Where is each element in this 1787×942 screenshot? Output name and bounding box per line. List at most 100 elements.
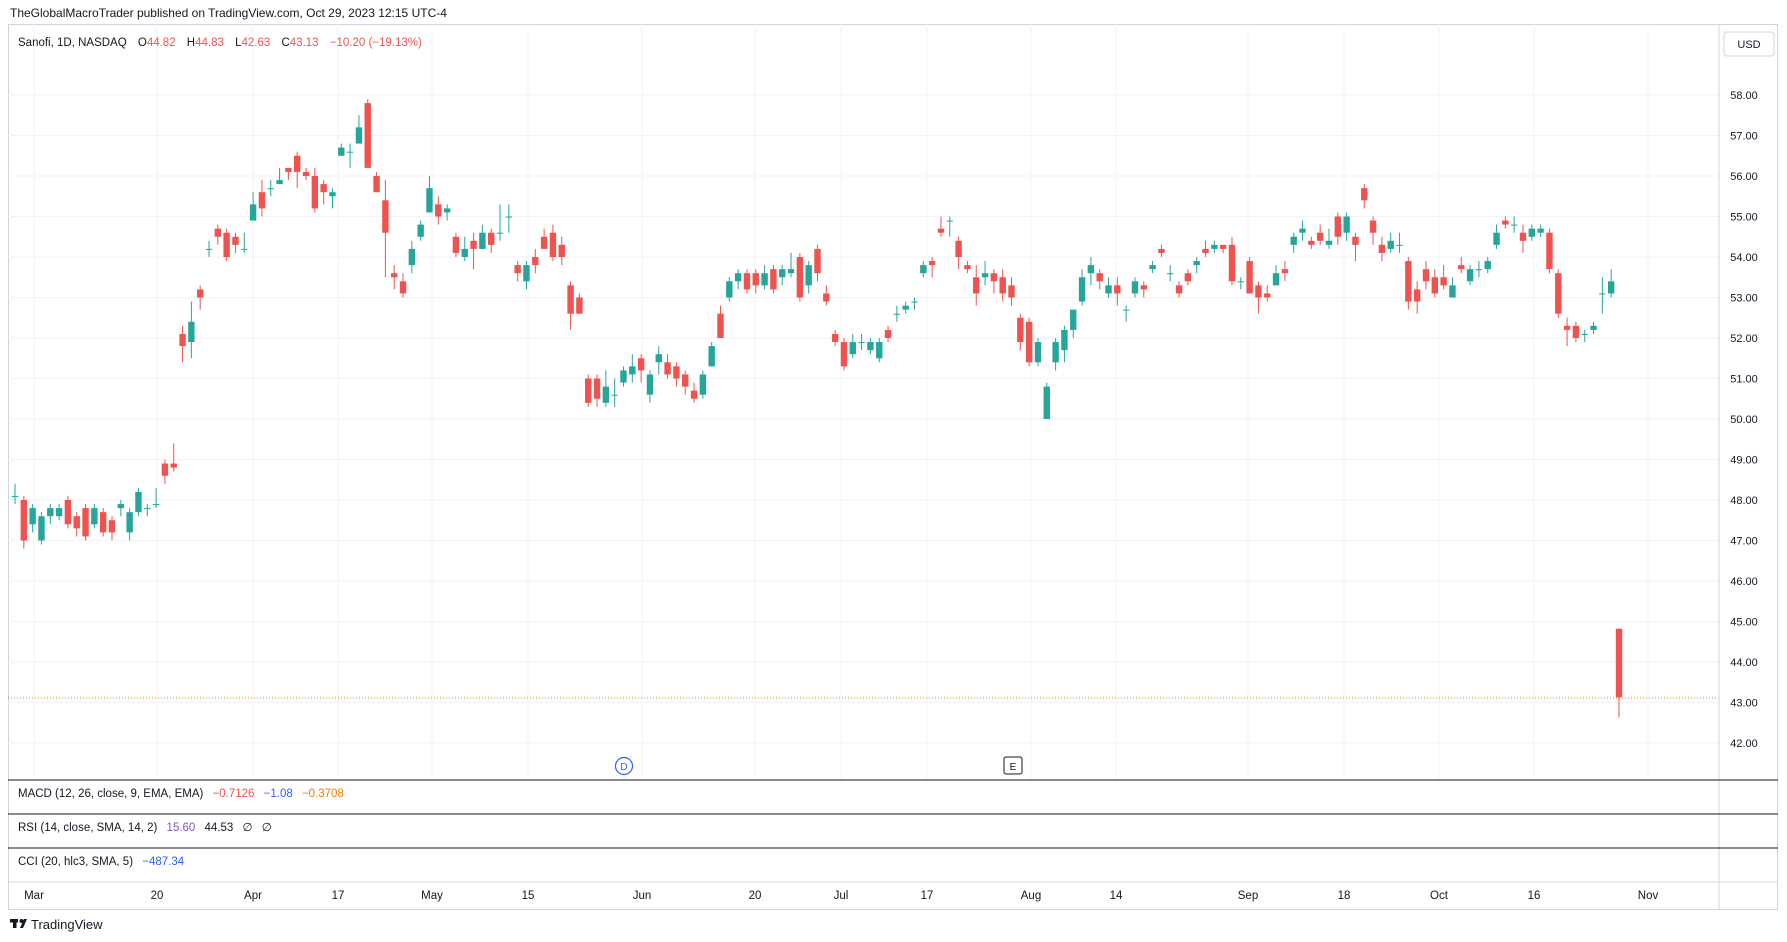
candle[interactable] <box>955 236 962 270</box>
candle[interactable] <box>840 338 848 371</box>
candle[interactable] <box>443 204 451 221</box>
candle[interactable] <box>787 252 795 278</box>
candle[interactable] <box>1096 269 1103 290</box>
candle[interactable] <box>1017 313 1024 351</box>
dividend-marker[interactable] <box>614 756 634 776</box>
candle[interactable] <box>1008 277 1015 306</box>
candle[interactable] <box>346 143 354 168</box>
candle[interactable] <box>973 265 980 306</box>
candle[interactable] <box>364 99 371 168</box>
tradingview-logo[interactable]: TradingView <box>10 917 103 932</box>
candle[interactable] <box>1396 232 1403 253</box>
candle[interactable] <box>152 487 160 509</box>
candle[interactable] <box>1140 281 1147 298</box>
candle[interactable] <box>320 180 327 205</box>
earnings-marker[interactable] <box>1003 756 1023 775</box>
candle[interactable] <box>223 228 230 262</box>
candle[interactable] <box>479 224 486 249</box>
candle[interactable] <box>981 261 989 286</box>
candle[interactable] <box>1475 261 1483 278</box>
candle[interactable] <box>708 342 715 367</box>
candle[interactable] <box>1546 228 1553 274</box>
candle[interactable] <box>1158 244 1165 257</box>
candle[interactable] <box>382 180 389 278</box>
candle[interactable] <box>1563 317 1571 347</box>
candle[interactable] <box>1581 329 1588 343</box>
candle[interactable] <box>1449 277 1456 298</box>
rsi-legend[interactable]: RSI (14, close, SMA, 14, 2) 15.60 44.53 … <box>18 822 272 834</box>
candle[interactable] <box>461 236 468 262</box>
candle[interactable] <box>276 167 283 185</box>
candle[interactable] <box>408 240 416 274</box>
candle[interactable] <box>1281 261 1289 282</box>
candle[interactable] <box>1114 277 1121 306</box>
candle[interactable] <box>1458 257 1465 274</box>
candle[interactable] <box>611 378 618 407</box>
candle[interactable] <box>1237 277 1244 290</box>
candle[interactable] <box>47 504 54 525</box>
candle[interactable] <box>1193 257 1200 274</box>
candle[interactable] <box>496 204 504 241</box>
cci-legend[interactable]: CCI (20, hlc3, SMA, 5) −487.34 <box>18 856 185 868</box>
candle[interactable] <box>823 285 830 306</box>
candle[interactable] <box>999 269 1006 302</box>
candle[interactable] <box>593 374 601 407</box>
candle[interactable] <box>1034 338 1042 367</box>
macd-legend[interactable]: MACD (12, 26, close, 9, EMA, EMA) −0.712… <box>18 788 344 800</box>
candle[interactable] <box>488 228 495 253</box>
candle[interactable] <box>1431 269 1439 298</box>
candle[interactable] <box>73 512 80 537</box>
candle[interactable] <box>188 301 195 359</box>
candle[interactable] <box>470 232 477 270</box>
candle[interactable] <box>55 504 63 521</box>
candle[interactable] <box>585 374 592 407</box>
candle[interactable] <box>1290 232 1297 253</box>
candle[interactable] <box>144 504 151 517</box>
candle[interactable] <box>241 232 248 253</box>
candle[interactable] <box>1590 321 1597 334</box>
candle[interactable] <box>91 504 98 529</box>
candle[interactable] <box>761 265 768 290</box>
candle[interactable] <box>399 273 407 298</box>
candle[interactable] <box>373 171 380 193</box>
candle[interactable] <box>1502 216 1509 229</box>
candle[interactable] <box>1537 224 1544 237</box>
candle[interactable] <box>1122 305 1130 322</box>
candle[interactable] <box>99 508 107 537</box>
candle[interactable] <box>258 180 266 217</box>
candle[interactable] <box>29 504 36 533</box>
candle[interactable] <box>1052 338 1059 371</box>
candle[interactable] <box>1440 265 1447 290</box>
candle[interactable] <box>1466 265 1474 286</box>
candle[interactable] <box>161 459 169 484</box>
candle[interactable] <box>1246 257 1253 294</box>
candle[interactable] <box>796 252 804 302</box>
candle[interactable] <box>770 265 777 294</box>
candle[interactable] <box>620 366 627 387</box>
candle[interactable] <box>338 143 345 156</box>
candle[interactable] <box>293 151 301 189</box>
candle[interactable] <box>1219 244 1227 253</box>
candle[interactable] <box>717 305 724 338</box>
candle[interactable] <box>1087 257 1095 286</box>
candle[interactable] <box>20 495 28 549</box>
candle[interactable] <box>214 224 222 245</box>
candle[interactable] <box>196 285 204 310</box>
candle[interactable] <box>1528 224 1536 241</box>
candle[interactable] <box>699 370 707 399</box>
candle[interactable] <box>1308 236 1315 249</box>
candle[interactable] <box>1184 269 1192 286</box>
candle[interactable] <box>505 204 513 233</box>
candle[interactable] <box>355 115 363 144</box>
candle[interactable] <box>64 495 72 529</box>
candle[interactable] <box>726 277 733 302</box>
candle[interactable] <box>743 269 751 294</box>
candle[interactable] <box>1493 224 1500 249</box>
candle[interactable] <box>117 500 125 517</box>
candle[interactable] <box>629 354 636 383</box>
candle[interactable] <box>1061 325 1068 363</box>
candle[interactable] <box>1043 382 1050 419</box>
candle[interactable] <box>1325 228 1333 249</box>
candle[interactable] <box>1255 281 1262 314</box>
candle[interactable] <box>920 261 927 278</box>
